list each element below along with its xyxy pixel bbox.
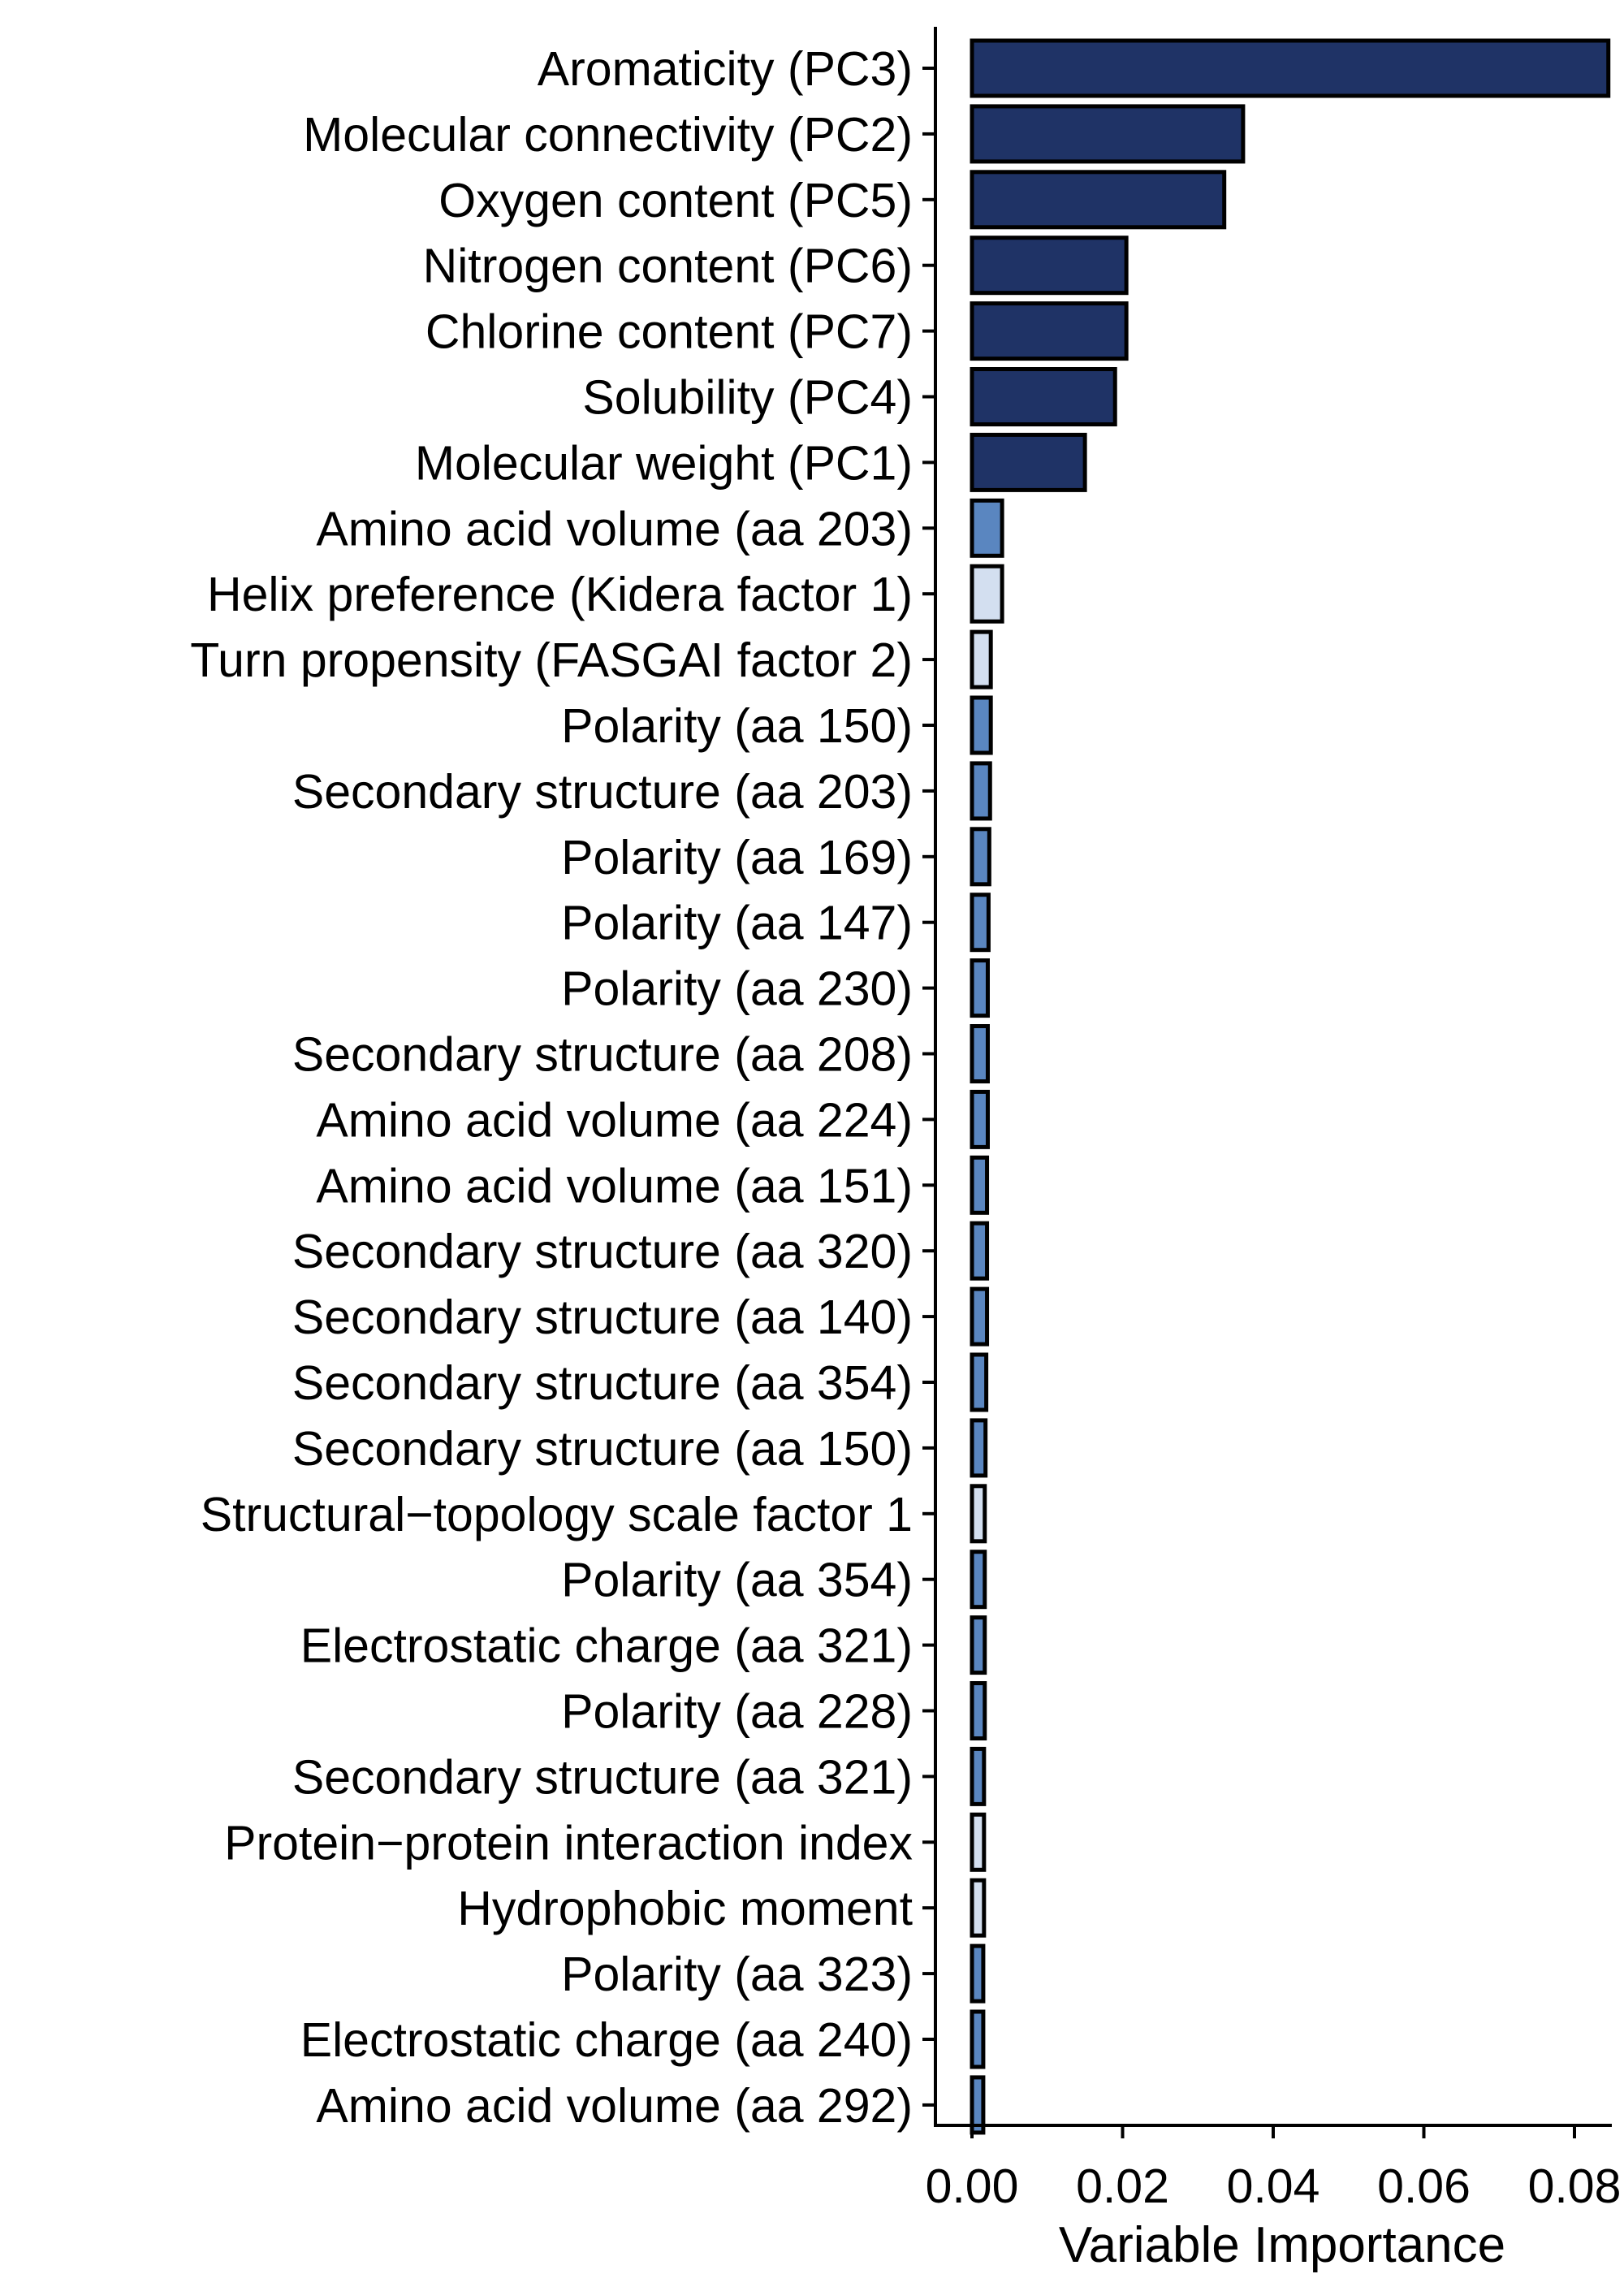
bar (970, 1221, 990, 1281)
y-tick-label: Polarity (aa 354) (561, 1554, 913, 1607)
bar (970, 170, 1227, 230)
y-tick-label: Protein−protein interaction index (224, 1816, 913, 1870)
y-tick-label: Secondary structure (aa 140) (292, 1290, 913, 1344)
y-tick-label: Helix preference (Kidera factor 1) (207, 568, 913, 621)
bar (970, 301, 1129, 361)
y-tick-label: Aromaticity (PC3) (538, 42, 913, 96)
y-tick-label: Polarity (aa 169) (561, 831, 913, 884)
bar (970, 958, 990, 1018)
y-tick-label: Oxygen content (PC5) (438, 174, 913, 227)
y-tick-label: Secondary structure (aa 150) (292, 1422, 913, 1476)
bar (970, 498, 1004, 558)
y-tick-label: Solubility (PC4) (582, 371, 913, 425)
y-tick-label: Molecular connectivity (PC2) (303, 108, 913, 162)
y-tick-label: Polarity (aa 228) (561, 1685, 913, 1739)
y-tick-labels-group: Aromaticity (PC3) Molecular connectivity … (190, 42, 913, 2133)
y-tick-label: Secondary structure (aa 354) (292, 1356, 913, 1410)
y-tick-label: Hydrophobic moment (457, 1882, 913, 1935)
y-tick-label: Secondary structure (aa 208) (292, 1028, 913, 1082)
y-tick-label: Amino acid volume (aa 151) (316, 1159, 913, 1213)
bar (970, 2075, 986, 2135)
y-tick-label: Secondary structure (aa 321) (292, 1750, 913, 1804)
y-tick-label: Amino acid volume (aa 203) (316, 502, 913, 556)
bar (970, 1089, 990, 1149)
bar (970, 367, 1117, 426)
bar (970, 1550, 987, 1610)
y-tick-label: Structural−topology scale factor 1 (201, 1488, 913, 1541)
bar (970, 1155, 990, 1215)
x-tick-label: 0.02 (1076, 2159, 1169, 2213)
bar (970, 1615, 987, 1675)
bar (970, 1681, 987, 1740)
y-tick-label: Molecular weight (PC1) (415, 436, 913, 490)
bar (970, 432, 1087, 492)
bar (970, 1352, 989, 1412)
bar (970, 893, 991, 953)
y-tick-label: Polarity (aa 147) (561, 897, 913, 950)
bar (970, 761, 992, 821)
bar (970, 1812, 987, 1872)
x-axis-title: Variable Importance (1059, 2217, 1505, 2273)
x-ticks-group: 0.00 0.02 0.04 0.06 0.08 (926, 2125, 1622, 2213)
y-tick-label: Chlorine content (PC7) (425, 305, 913, 359)
bar (970, 104, 1246, 164)
x-tick-label: 0.06 (1377, 2159, 1471, 2213)
bar (970, 38, 1611, 98)
y-tick-label: Polarity (aa 323) (561, 1948, 913, 2001)
bar (970, 827, 991, 887)
y-tick-label: Amino acid volume (aa 224) (316, 1093, 913, 1147)
y-tick-label: Polarity (aa 230) (561, 962, 913, 1016)
bar (970, 1418, 988, 1478)
bar (970, 1943, 986, 2004)
bar (970, 1746, 987, 1806)
bar (970, 1878, 987, 1938)
bar (970, 695, 993, 755)
bar (970, 629, 993, 690)
y-tick-label: Amino acid volume (aa 292) (316, 2079, 913, 2133)
bar (970, 1484, 987, 1544)
y-tick-label: Polarity (aa 150) (561, 699, 913, 753)
y-tick-label: Electrostatic charge (aa 240) (300, 2013, 913, 2067)
y-tick-label: Secondary structure (aa 203) (292, 765, 913, 819)
bar (970, 1286, 990, 1347)
x-tick-label: 0.00 (926, 2159, 1019, 2213)
x-tick-label: 0.04 (1227, 2159, 1320, 2213)
y-tick-label: Electrostatic charge (aa 321) (300, 1619, 913, 1673)
y-tick-label: Secondary structure (aa 320) (292, 1225, 913, 1278)
x-tick-label: 0.08 (1528, 2159, 1622, 2213)
bar (970, 564, 1004, 624)
y-ticks-group (922, 67, 935, 2107)
bar (970, 2009, 986, 2069)
bar (970, 236, 1129, 296)
y-tick-label: Turn propensity (FASGAI factor 2) (190, 633, 913, 687)
bars-group (970, 38, 1611, 2135)
bar (970, 1024, 990, 1083)
y-tick-label: Nitrogen content (PC6) (423, 240, 913, 293)
